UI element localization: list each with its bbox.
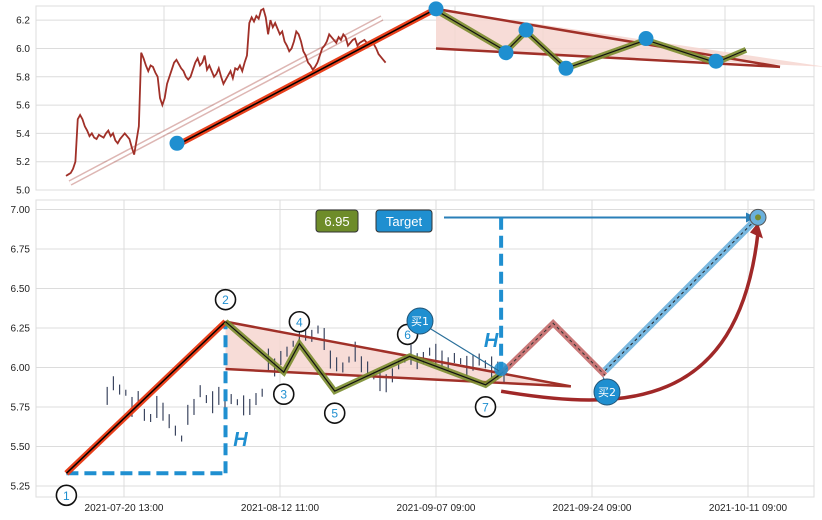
buy-circle xyxy=(406,307,434,335)
zigzag-core xyxy=(225,321,502,392)
target-label-badge xyxy=(375,209,433,233)
y-tick-label: 5.6 xyxy=(16,101,30,112)
x-tick-label: 2021-09-24 09:00 xyxy=(553,503,632,514)
point-circle xyxy=(288,310,311,333)
y-tick-label: 5.8 xyxy=(16,72,30,83)
y-tick-label: 5.4 xyxy=(16,129,30,140)
point-label: 5 xyxy=(331,407,338,421)
rise-leg-core xyxy=(65,321,227,474)
y-tick-label: 5.25 xyxy=(11,481,31,492)
overview-panel: 5.0 5.2 5.4 5.6 5.8 6.0 6.2 xyxy=(16,1,822,197)
x-tick-label: 2021-10-11 09:00 xyxy=(709,503,788,514)
buy-label: 买2 xyxy=(598,386,616,399)
point-label: 7 xyxy=(482,400,489,414)
y-tick-label: 6.25 xyxy=(11,323,31,334)
pivot-marker xyxy=(708,53,724,69)
pivot-marker xyxy=(638,31,654,47)
point-circle xyxy=(474,396,497,418)
curve-arrowhead xyxy=(750,222,763,239)
price-line xyxy=(65,7,387,177)
point-label: 1 xyxy=(63,489,70,503)
target-label-text: Target xyxy=(386,214,423,229)
pivot-marker xyxy=(518,22,534,38)
point-circle xyxy=(214,288,237,311)
wedge-fill xyxy=(436,8,822,67)
rise-leg-core xyxy=(177,8,437,146)
y-tick-label: 6.0 xyxy=(16,44,30,55)
buy-circle xyxy=(593,378,621,406)
pivot-marker xyxy=(169,135,185,151)
y-tick-label: 6.50 xyxy=(11,284,31,295)
point-label: 4 xyxy=(296,315,303,329)
point-label: 6 xyxy=(404,328,411,342)
y-tick-label: 5.75 xyxy=(11,402,31,413)
pivot-marker xyxy=(558,60,574,76)
projection-leg-core xyxy=(500,322,606,376)
y-tick-label: 6.75 xyxy=(11,244,31,255)
x-tick-label: 2021-08-12 11:00 xyxy=(241,503,320,514)
detail-panel: 5.25 5.50 5.75 6.00 6.25 6.50 6.75 7.00 2021-07-… xyxy=(11,199,815,514)
wedge-upper xyxy=(225,320,572,388)
point-circle xyxy=(323,402,346,424)
pivot-marker xyxy=(498,45,514,61)
y-tick-label: 5.0 xyxy=(16,186,30,197)
point-circle xyxy=(272,383,295,405)
y-tick-label: 6.2 xyxy=(16,16,30,27)
x-tick-label: 2021-07-20 13:00 xyxy=(85,503,164,514)
h-label-2: H xyxy=(484,330,499,352)
y-tick-label: 5.50 xyxy=(11,442,31,453)
h-label-1: H xyxy=(233,429,248,451)
point-label: 2 xyxy=(222,293,229,307)
y-tick-label: 6.00 xyxy=(11,363,31,374)
target-leg-core xyxy=(604,217,759,371)
trend-shadow-inner xyxy=(69,16,383,185)
buy-pointer xyxy=(425,325,500,372)
y-tick-label: 5.2 xyxy=(16,157,30,168)
plot-area xyxy=(35,5,815,191)
buy-label: 买1 xyxy=(411,315,429,328)
projection-curve xyxy=(500,232,760,402)
entry-point xyxy=(494,362,509,377)
point-circle xyxy=(55,484,78,507)
target-value-text: 6.95 xyxy=(324,214,349,229)
target-value-badge xyxy=(315,209,359,233)
plot-area xyxy=(35,199,815,498)
pivot-marker xyxy=(428,1,444,17)
point-label: 3 xyxy=(280,388,287,402)
target-point-core xyxy=(755,214,761,221)
y-tick-label: 7.00 xyxy=(11,205,31,216)
x-tick-label: 2021-09-07 09:00 xyxy=(397,503,476,514)
